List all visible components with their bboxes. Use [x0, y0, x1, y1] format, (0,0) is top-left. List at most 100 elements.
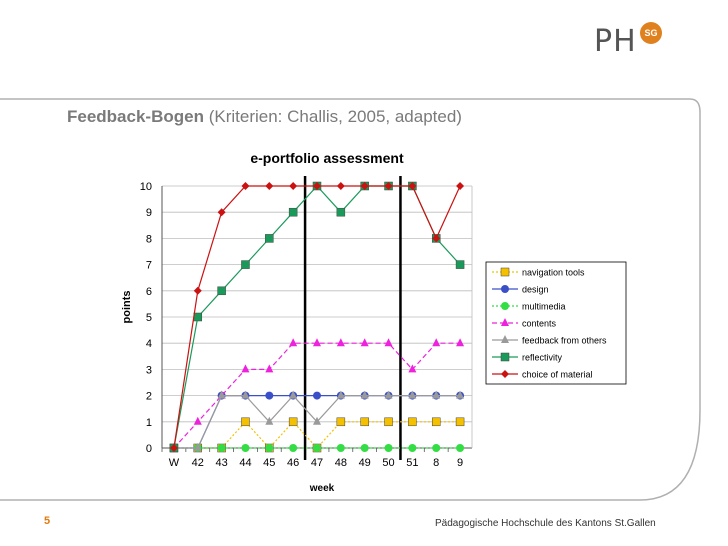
point-feedback-from-others — [217, 390, 226, 399]
point-feedback-from-others — [313, 416, 321, 425]
point-reflectivity — [455, 260, 465, 269]
y-tick-label: 7 — [146, 260, 152, 272]
point-choice-of-material — [336, 182, 345, 190]
y-tick-label: 0 — [146, 443, 152, 455]
legend-marker-contents — [501, 318, 509, 326]
legend-marker-reflectivity — [500, 352, 510, 362]
point-multimedia — [360, 444, 369, 452]
point-contents — [384, 338, 393, 347]
point-contents — [265, 364, 274, 373]
point-multimedia — [289, 444, 298, 452]
legend-entry-choice-of-material: choice of material — [522, 370, 593, 380]
x-tick-label: 47 — [311, 457, 323, 469]
y-tick-label: 4 — [146, 338, 152, 350]
point-choice-of-material — [408, 182, 417, 190]
x-tick-label: 45 — [263, 457, 275, 469]
point-navigation-tools — [288, 417, 298, 427]
x-tick-label: W — [169, 457, 180, 469]
point-feedback-from-others — [360, 390, 369, 399]
point-navigation-tools — [408, 417, 417, 427]
legend-marker-choice-of-material — [501, 370, 509, 378]
point-reflectivity — [241, 260, 250, 269]
point-contents — [408, 364, 417, 373]
point-feedback-from-others — [241, 390, 250, 399]
footer-institution: Pädagogische Hochschule des Kantons St.G… — [435, 518, 656, 529]
point-reflectivity — [336, 207, 346, 217]
legend-entry-multimedia: multimedia — [522, 302, 566, 312]
point-multimedia — [241, 444, 250, 452]
x-tick-label: 50 — [382, 457, 394, 469]
chart-title: e-portfolio assessment — [250, 150, 404, 166]
point-contents — [336, 338, 345, 347]
point-contents — [360, 338, 369, 347]
point-navigation-tools — [360, 417, 369, 427]
point-reflectivity — [265, 234, 274, 243]
y-tick-label: 10 — [140, 181, 152, 193]
legend-marker-design — [501, 285, 509, 293]
point-navigation-tools — [431, 417, 441, 427]
legend-entry-reflectivity: reflectivity — [522, 353, 563, 363]
x-tick-label: 44 — [239, 457, 251, 469]
logo-text: PH — [594, 24, 637, 59]
y-tick-label: 8 — [146, 233, 152, 245]
legend-entry-navigation-tools: navigation tools — [522, 268, 585, 278]
point-contents — [432, 338, 441, 347]
point-reflectivity — [288, 207, 298, 217]
point-navigation-tools — [241, 417, 250, 427]
point-choice-of-material — [432, 234, 441, 243]
y-tick-label: 3 — [146, 364, 152, 376]
legend-marker-feedback-from-others — [501, 335, 509, 343]
point-choice-of-material — [217, 208, 226, 217]
legend-entry-feedback-from-others: feedback from others — [522, 336, 607, 346]
point-contents — [241, 364, 250, 373]
x-tick-label: 46 — [287, 457, 299, 469]
slide-number: 5 — [44, 515, 51, 527]
x-tick-label: 49 — [359, 457, 371, 469]
point-feedback-from-others — [384, 390, 393, 399]
point-feedback-from-others — [432, 390, 441, 399]
point-choice-of-material — [456, 182, 465, 190]
point-feedback-from-others — [336, 390, 345, 399]
point-feedback-from-others — [265, 416, 274, 425]
point-contents — [289, 338, 298, 347]
y-tick-label: 1 — [146, 417, 152, 429]
x-tick-label: 42 — [192, 457, 204, 469]
legend-marker-navigation-tools — [500, 267, 510, 277]
y-tick-label: 5 — [146, 312, 152, 324]
heading-normal: (Kriterien: Challis, 2005, adapted) — [208, 107, 462, 126]
point-choice-of-material — [265, 182, 274, 190]
point-navigation-tools — [384, 417, 393, 427]
point-contents — [456, 338, 465, 347]
point-multimedia — [408, 444, 417, 452]
legend-entry-contents: contents — [522, 319, 557, 329]
point-contents — [193, 416, 202, 425]
x-tick-label: 9 — [457, 457, 463, 469]
logo-badge: SG — [640, 22, 662, 44]
point-feedback-from-others — [289, 390, 298, 399]
point-feedback-from-others — [193, 443, 202, 451]
point-multimedia — [265, 444, 274, 452]
point-choice-of-material — [193, 286, 202, 295]
point-design — [265, 391, 274, 400]
x-tick-label: 43 — [215, 457, 227, 469]
y-tick-label: 9 — [146, 207, 152, 219]
point-feedback-from-others — [408, 390, 417, 399]
point-reflectivity — [193, 312, 203, 322]
point-multimedia — [217, 444, 226, 452]
point-contents — [313, 338, 321, 347]
x-tick-label: 48 — [335, 457, 347, 469]
point-multimedia — [336, 444, 345, 452]
point-feedback-from-others — [456, 390, 465, 399]
point-multimedia — [456, 444, 465, 452]
institution-logo: PH SG — [594, 22, 668, 59]
y-tick-label: 6 — [146, 286, 152, 298]
slide-heading: Feedback-Bogen (Kriterien: Challis, 2005… — [67, 107, 462, 127]
point-navigation-tools — [455, 417, 465, 427]
point-choice-of-material — [313, 182, 321, 190]
heading-bold: Feedback-Bogen — [67, 107, 204, 126]
point-multimedia — [384, 444, 393, 452]
y-axis-label: points — [121, 291, 133, 324]
legend-marker-multimedia — [501, 302, 509, 310]
